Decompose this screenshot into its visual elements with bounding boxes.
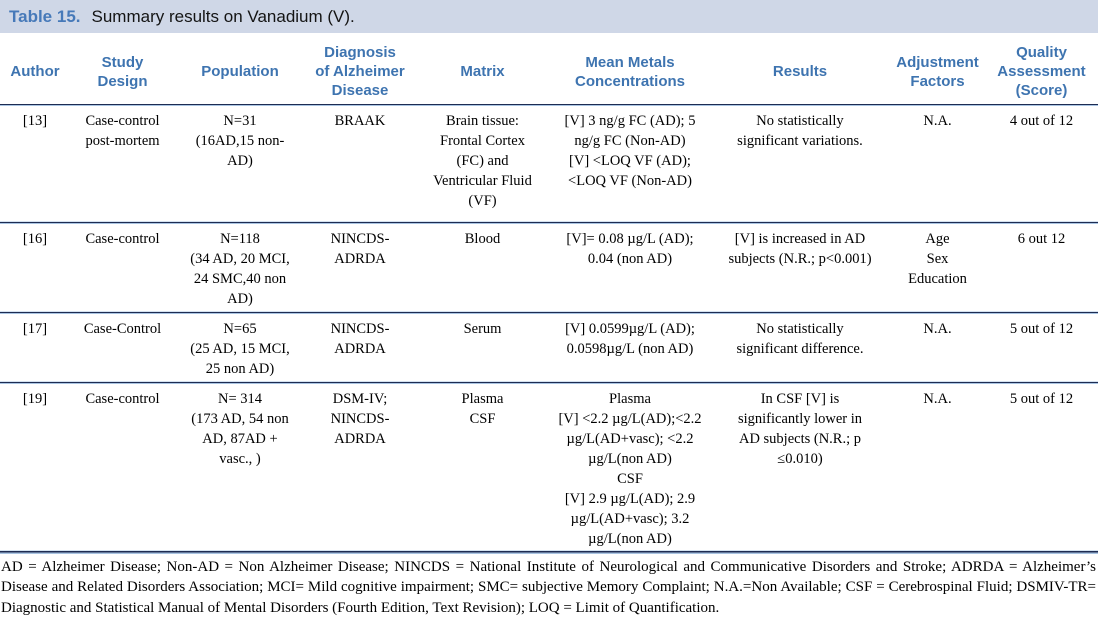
cell-population: N=31 (16AD,15 non- AD) [175, 103, 305, 222]
cell-matrix: Blood [415, 221, 550, 312]
col-header-diagnosis: Diagnosis of Alzheimer Disease [305, 40, 415, 105]
header-row: Author Study Design Population Diagnosis… [0, 40, 1098, 105]
cell-quality-assessment: 6 out 12 [985, 221, 1098, 312]
cell-study-design: Case-control [70, 221, 175, 312]
col-header-population: Population [175, 40, 305, 105]
col-header-matrix: Matrix [415, 40, 550, 105]
cell-population: N=118 (34 AD, 20 MCI, 24 SMC,40 non AD) [175, 221, 305, 312]
cell-adjustment-factors: N.A. [890, 103, 985, 222]
cell-author: [17] [0, 311, 70, 382]
cell-matrix: Brain tissue: Frontal Cortex (FC) and Ve… [415, 103, 550, 222]
cell-population: N= 314 (173 AD, 54 non AD, 87AD + vasc.,… [175, 381, 305, 551]
cell-adjustment-factors: N.A. [890, 381, 985, 551]
cell-study-design: Case-Control [70, 311, 175, 382]
cell-matrix: Serum [415, 311, 550, 382]
cell-author: [16] [0, 221, 70, 312]
cell-quality-assessment: 4 out of 12 [985, 103, 1098, 222]
table-caption-text: Summary results on Vanadium (V). [91, 6, 355, 26]
cell-adjustment-factors: Age Sex Education [890, 221, 985, 312]
cell-matrix: Plasma CSF [415, 381, 550, 551]
summary-table: Author Study Design Population Diagnosis… [0, 40, 1098, 551]
cell-study-design: Case-control [70, 381, 175, 551]
col-header-adjustment-factors: Adjustment Factors [890, 40, 985, 105]
cell-diagnosis: NINCDS- ADRDA [305, 221, 415, 312]
table-row: [17] Case-Control N=65 (25 AD, 15 MCI, 2… [0, 311, 1098, 382]
cell-results: [V] is increased in AD subjects (N.R.; p… [710, 221, 890, 312]
cell-author: [19] [0, 381, 70, 551]
cell-adjustment-factors: N.A. [890, 311, 985, 382]
table-row: [19] Case-control N= 314 (173 AD, 54 non… [0, 381, 1098, 551]
cell-mean-metals-concentrations: [V] 3 ng/g FC (AD); 5 ng/g FC (Non-AD) [… [550, 103, 710, 222]
cell-diagnosis: BRAAK [305, 103, 415, 222]
col-header-results: Results [710, 40, 890, 105]
cell-quality-assessment: 5 out of 12 [985, 311, 1098, 382]
cell-diagnosis: DSM-IV; NINCDS- ADRDA [305, 381, 415, 551]
cell-quality-assessment: 5 out of 12 [985, 381, 1098, 551]
cell-author: [13] [0, 103, 70, 222]
col-header-quality-assessment: Quality Assessment (Score) [985, 40, 1098, 105]
table-row: [13] Case-control post-mortem N=31 (16AD… [0, 103, 1098, 222]
abbreviations-footnote: AD = Alzheimer Disease; Non-AD = Non Alz… [1, 558, 1096, 616]
cell-mean-metals-concentrations: [V] 0.0599µg/L (AD); 0.0598µg/L (non AD) [550, 311, 710, 382]
cell-mean-metals-concentrations: [V]= 0.08 µg/L (AD); 0.04 (non AD) [550, 221, 710, 312]
cell-population: N=65 (25 AD, 15 MCI, 25 non AD) [175, 311, 305, 382]
cell-diagnosis: NINCDS- ADRDA [305, 311, 415, 382]
col-header-study-design: Study Design [70, 40, 175, 105]
cell-results: No statistically significant difference. [710, 311, 890, 382]
table-row: [16] Case-control N=118 (34 AD, 20 MCI, … [0, 221, 1098, 312]
table-caption-band: Table 15. Summary results on Vanadium (V… [0, 0, 1098, 33]
table-bottom-rule [0, 550, 1098, 554]
cell-results: No statistically significant variations. [710, 103, 890, 222]
table-number-label: Table 15. [9, 6, 81, 26]
col-header-author: Author [0, 40, 70, 105]
col-header-mean-metals-concentrations: Mean Metals Concentrations [550, 40, 710, 105]
cell-mean-metals-concentrations: Plasma [V] <2.2 µg/L(AD);<2.2 µg/L(AD+va… [550, 381, 710, 551]
cell-study-design: Case-control post-mortem [70, 103, 175, 222]
cell-results: In CSF [V] is significantly lower in AD … [710, 381, 890, 551]
